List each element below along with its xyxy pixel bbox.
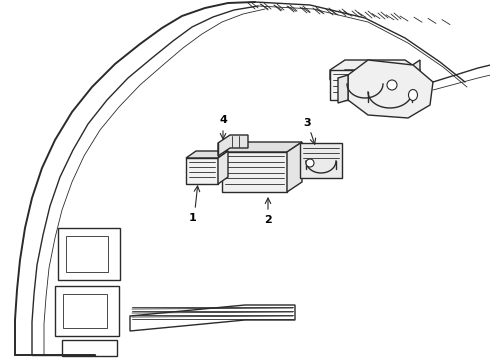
Polygon shape <box>186 151 228 158</box>
Polygon shape <box>222 152 287 192</box>
Polygon shape <box>218 135 248 156</box>
Polygon shape <box>222 142 302 152</box>
Polygon shape <box>218 151 228 184</box>
Text: 2: 2 <box>264 215 272 225</box>
Polygon shape <box>330 60 420 80</box>
Text: 4: 4 <box>219 115 227 125</box>
Ellipse shape <box>409 90 417 100</box>
Polygon shape <box>348 60 433 118</box>
Polygon shape <box>186 158 218 184</box>
Text: 1: 1 <box>189 213 197 223</box>
Polygon shape <box>287 142 302 192</box>
Polygon shape <box>300 143 342 178</box>
Ellipse shape <box>387 80 397 90</box>
Polygon shape <box>330 70 405 100</box>
Text: 3: 3 <box>303 118 311 128</box>
Polygon shape <box>338 75 348 103</box>
Polygon shape <box>405 60 420 100</box>
Ellipse shape <box>306 159 314 167</box>
